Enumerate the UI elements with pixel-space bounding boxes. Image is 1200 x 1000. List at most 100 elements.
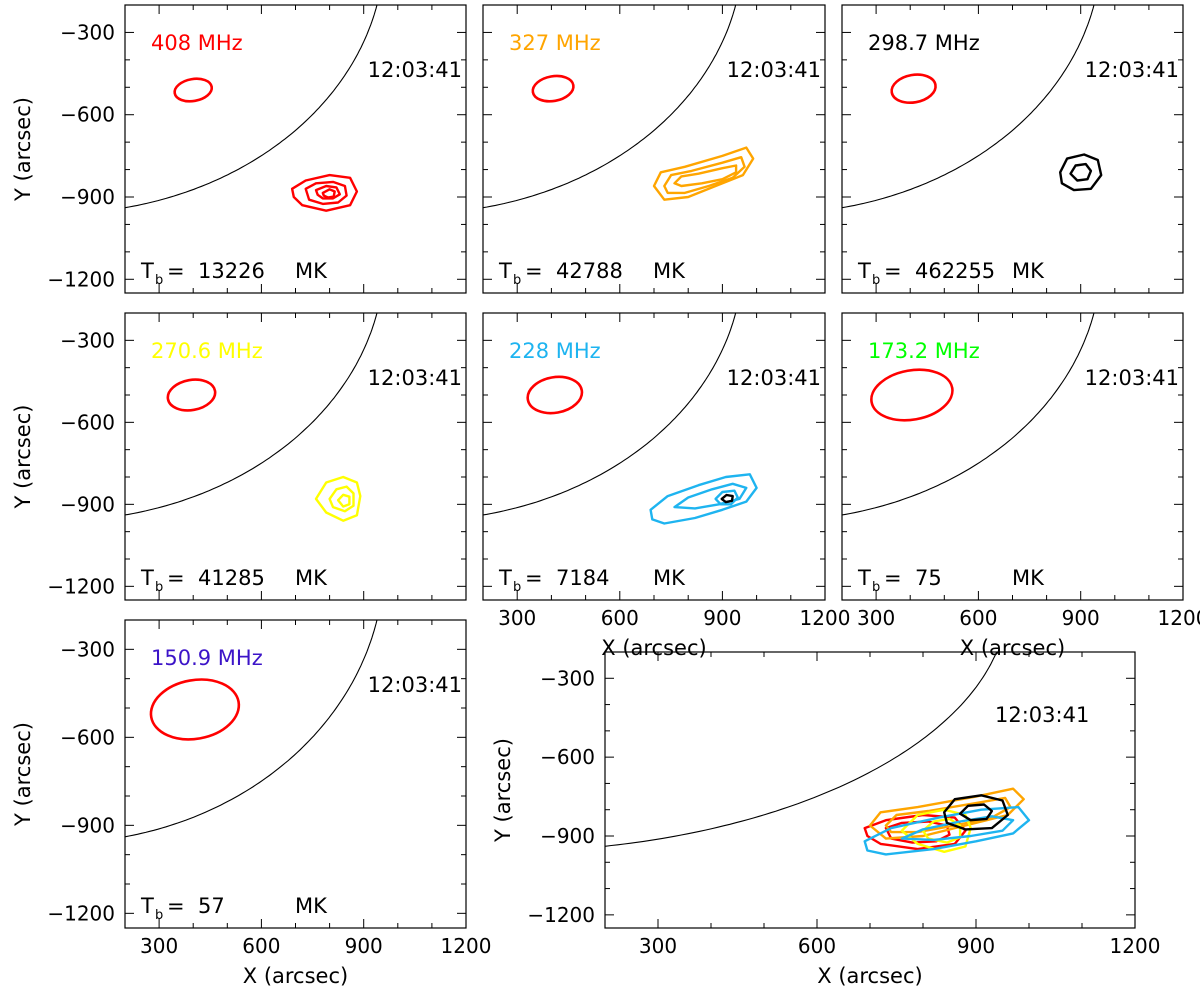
tb-subscript: b (155, 580, 163, 595)
y-tick-label: −1200 (47, 574, 115, 598)
x-tick-label: 900 (1062, 606, 1100, 630)
source-contour (863, 805, 1031, 856)
source-contour (943, 794, 1009, 831)
frequency-label: 150.9 MHz (151, 646, 263, 670)
beam-ellipse (526, 375, 584, 415)
beam-ellipse (173, 77, 214, 103)
solar-limb (125, 313, 378, 516)
time-label: 12:03:41 (995, 703, 1089, 727)
source-contour (663, 155, 746, 195)
time-label: 12:03:41 (368, 673, 462, 697)
source-contour (314, 475, 362, 522)
tb-label: T (140, 259, 154, 283)
panel-4: −300 −600 −900 −1200 Y (arcsec) 270.6 MHz 12:0… (11, 312, 467, 601)
tb-value: 75 (915, 566, 942, 590)
panel-6: 300 600 900 1200 X (arcsec) 173.2 MHz 12:03:41… (841, 312, 1200, 660)
x-tick-label: 600 (959, 606, 997, 630)
source-contour (958, 803, 994, 822)
y-tick-label: −1200 (47, 267, 115, 291)
tb-value: 57 (198, 894, 225, 918)
beam-ellipse (870, 368, 954, 422)
tb-unit: MK (295, 566, 328, 590)
panel-3: 298.7 MHz 12:03:41 T b = 462255 MK (841, 4, 1184, 294)
time-label: 12:03:41 (1085, 58, 1179, 82)
y-tick-label: −300 (60, 328, 115, 352)
y-tick-label: −900 (540, 824, 595, 848)
tb-unit: MK (295, 894, 328, 918)
tb-label: T (140, 894, 154, 918)
frequency-label: 298.7 MHz (868, 31, 980, 55)
solar-limb (842, 5, 1095, 209)
x-tick-label: 1200 (1110, 934, 1161, 958)
frequency-label: 270.6 MHz (151, 339, 263, 363)
panel-5: 300 600 900 1200 X (arcsec) 228 MHz 12:03:41 T b… (482, 312, 850, 660)
tb-subscript: b (872, 273, 880, 288)
source-contour (290, 173, 359, 212)
beam-ellipse (890, 73, 937, 105)
panel-7: 300 600 900 1200 X (arcsec) −300 −600 −900 −1200… (11, 619, 492, 988)
beam-ellipse (166, 378, 217, 412)
frequency-label: 173.2 MHz (868, 339, 980, 363)
frequency-label: 327 MHz (509, 31, 601, 55)
tb-unit: MK (653, 566, 686, 590)
beam-ellipse (149, 678, 241, 741)
tb-subscript: b (513, 580, 521, 595)
tb-equals: = (167, 894, 185, 918)
x-tick-label: 1200 (441, 934, 492, 958)
frequency-label: 408 MHz (151, 31, 243, 55)
time-label: 12:03:41 (1085, 366, 1179, 390)
source-contour (1069, 162, 1093, 182)
panel-frame (604, 651, 1136, 929)
source-contour (314, 184, 341, 200)
x-tick-label: 900 (345, 934, 383, 958)
solar-limb (125, 620, 378, 838)
beam-ellipse (531, 74, 575, 103)
tb-value: 462255 (915, 259, 995, 283)
panel-1: −300 −600 −900 −1200 Y (arcsec) 408 MHz 12:03:… (11, 4, 467, 294)
y-tick-label: −600 (60, 103, 115, 127)
tb-equals: = (167, 259, 185, 283)
x-tick-label: 900 (703, 606, 741, 630)
x-tick-label: 300 (857, 606, 895, 630)
time-label: 12:03:41 (727, 366, 821, 390)
tb-value: 13226 (198, 259, 265, 283)
x-tick-label: 600 (242, 934, 280, 958)
y-axis-label: Y (arcsec) (11, 722, 35, 827)
source-contour (321, 188, 336, 199)
y-tick-label: −300 (540, 666, 595, 690)
tb-equals: = (167, 566, 185, 590)
x-axis-label: X (arcsec) (960, 636, 1065, 660)
frequency-label: 228 MHz (509, 339, 601, 363)
y-tick-label: −300 (60, 637, 115, 661)
source-contour (649, 473, 758, 525)
source-contour (652, 146, 755, 201)
y-tick-label: −1200 (527, 903, 595, 927)
tb-label: T (857, 259, 871, 283)
source-contour (1058, 153, 1103, 192)
source-contour (900, 815, 1015, 842)
y-tick-label: −1200 (47, 901, 115, 925)
y-tick-label: −900 (60, 185, 115, 209)
tb-unit: MK (1012, 259, 1045, 283)
y-axis-label: Y (arcsec) (11, 405, 35, 510)
solar-limb (483, 313, 737, 516)
time-label: 12:03:41 (368, 366, 462, 390)
solar-limb (125, 5, 378, 209)
x-tick-label: 600 (798, 934, 836, 958)
y-tick-label: −900 (60, 813, 115, 837)
tb-label: T (140, 566, 154, 590)
y-tick-label: −600 (540, 745, 595, 769)
tb-equals: = (525, 566, 543, 590)
y-tick-label: −600 (60, 410, 115, 434)
source-contour (714, 489, 739, 506)
solar-limb (483, 5, 737, 209)
x-tick-label: 900 (957, 934, 995, 958)
tb-subscript: b (155, 273, 163, 288)
tb-subscript: b (872, 580, 880, 595)
tb-value: 7184 (556, 566, 609, 590)
tb-equals: = (884, 259, 902, 283)
tb-value: 41285 (198, 566, 265, 590)
x-tick-label: 300 (639, 934, 677, 958)
source-contour (673, 164, 738, 188)
